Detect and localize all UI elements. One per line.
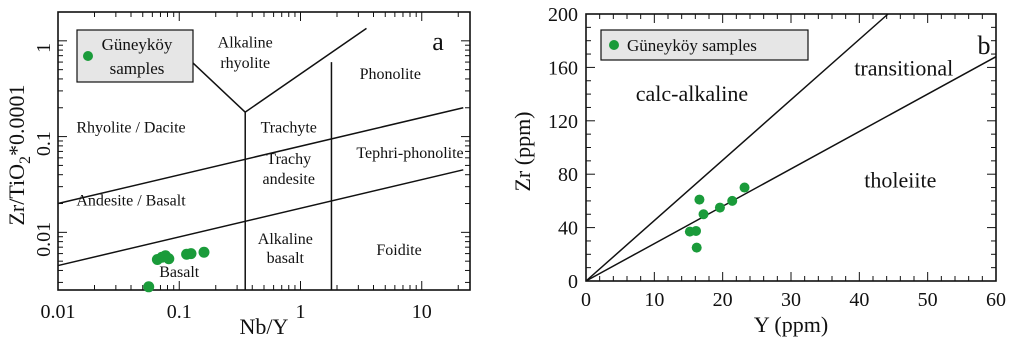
y-tick-label: 40: [558, 218, 578, 240]
data-point: [143, 281, 155, 293]
y-tick-label: 160: [548, 57, 578, 79]
x-tick-label: 0: [581, 289, 591, 311]
field-label: Basalt: [159, 264, 200, 281]
panel-label: a: [432, 27, 444, 56]
panel-a-chart: 0.01 0.1 1 10 0.01 0.1 1 Nb/Y Zr/TiO2*0.0001 Alka…: [4, 11, 471, 339]
field-boundary-line: [244, 27, 367, 113]
field-boundary-line: [57, 107, 464, 205]
data-point: [185, 248, 197, 260]
legend-label: Güneyköy: [102, 35, 173, 54]
legend-label: samples: [110, 59, 165, 78]
x-tick-label: 50: [918, 289, 938, 311]
data-point: [691, 225, 702, 236]
field-label: Trachyte: [261, 120, 317, 137]
data-point: [698, 209, 709, 220]
field-label: Andesite / Basalt: [76, 193, 186, 210]
y-tick-label: 0.01: [33, 222, 55, 257]
legend-box: [600, 29, 809, 61]
data-point: [163, 253, 175, 265]
x-tick-label: 40: [849, 289, 869, 311]
field-label: Foidite: [376, 242, 421, 259]
panel-label: b: [978, 31, 991, 60]
x-tick-label: 0.1: [167, 301, 192, 323]
field-label: Tephri-phonolite: [356, 145, 463, 162]
x-tick-label: 20: [713, 289, 733, 311]
y-tick-label: 80: [558, 164, 578, 186]
y-tick-label: 0.1: [33, 131, 55, 156]
data-point: [714, 202, 725, 213]
data-point: [694, 194, 705, 205]
y-tick-label: 1: [33, 43, 55, 53]
x-tick-label: 10: [412, 301, 432, 323]
field-label: rhyolite: [220, 55, 270, 72]
y-tick-label: 0: [568, 271, 578, 293]
y-tick-label: 200: [548, 4, 578, 26]
field-boundary-line: [585, 56, 997, 282]
field-label: tholeiite: [864, 168, 936, 193]
y-axis-label: Zr (ppm): [510, 111, 535, 191]
legend-marker: [83, 51, 93, 61]
legend-marker: [609, 40, 619, 50]
data-point: [198, 246, 210, 258]
legend-box: [76, 29, 194, 83]
panel-b-chart: 0 10 20 30 40 50 60 0 40 80 120 160 200 Y (ppm) Zr (pp…: [510, 4, 1006, 337]
field-label: Rhyolite / Dacite: [76, 120, 185, 137]
field-boundary-line: [585, 13, 889, 282]
y-tick-label: 120: [548, 111, 578, 133]
y-axis-label: Zr/TiO2*0.0001: [4, 84, 34, 225]
field-label: andesite: [263, 171, 315, 188]
data-point: [739, 182, 750, 193]
field-boundary-line: [57, 169, 464, 267]
data-point: [727, 195, 738, 206]
field-label: Alkaline: [258, 231, 313, 248]
x-tick-label: 0.01: [41, 301, 76, 323]
field-label: Trachy: [266, 151, 311, 168]
field-label: Alkaline: [218, 35, 273, 52]
legend-label: Güneyköy samples: [627, 36, 757, 55]
x-tick-label: 10: [644, 289, 664, 311]
x-axis-label: Nb/Y: [240, 314, 289, 339]
x-tick-label: 1: [295, 301, 305, 323]
x-tick-label: 60: [986, 289, 1006, 311]
field-label: calc-alkaline: [636, 81, 748, 106]
field-label: Phonolite: [360, 66, 421, 83]
field-label: basalt: [267, 250, 305, 267]
data-point: [691, 242, 702, 253]
x-axis-label: Y (ppm): [754, 312, 828, 337]
x-tick-label: 30: [781, 289, 801, 311]
field-label: transitional: [854, 55, 953, 80]
